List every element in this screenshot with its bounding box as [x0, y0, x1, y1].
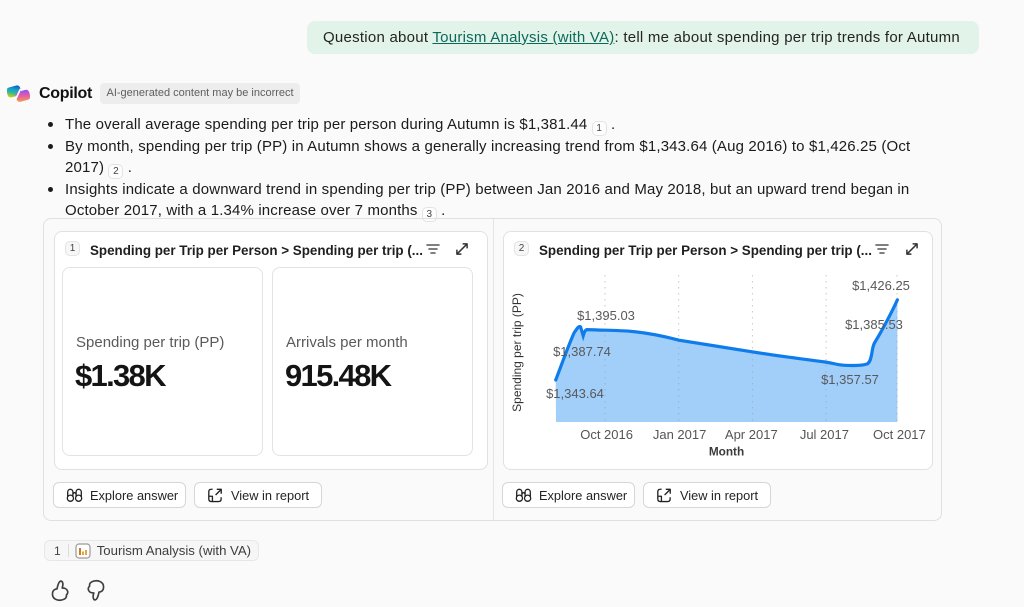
svg-text:Month: Month	[709, 445, 744, 459]
svg-text:$1,395.03: $1,395.03	[577, 308, 635, 323]
svg-text:Oct 2016: Oct 2016	[580, 427, 633, 442]
svg-text:Jan 2017: Jan 2017	[653, 427, 707, 442]
svg-text:$1,343.64: $1,343.64	[546, 386, 604, 401]
svg-text:$1,385.53: $1,385.53	[845, 317, 903, 332]
svg-text:$1,387.74: $1,387.74	[553, 344, 611, 359]
svg-text:$1,357.57: $1,357.57	[821, 372, 879, 387]
svg-text:Apr 2017: Apr 2017	[725, 427, 778, 442]
svg-text:$1,426.25: $1,426.25	[852, 278, 910, 293]
svg-text:Oct 2017: Oct 2017	[873, 427, 926, 442]
svg-text:Spending per trip (PP): Spending per trip (PP)	[510, 293, 524, 412]
svg-text:Jul 2017: Jul 2017	[800, 427, 849, 442]
